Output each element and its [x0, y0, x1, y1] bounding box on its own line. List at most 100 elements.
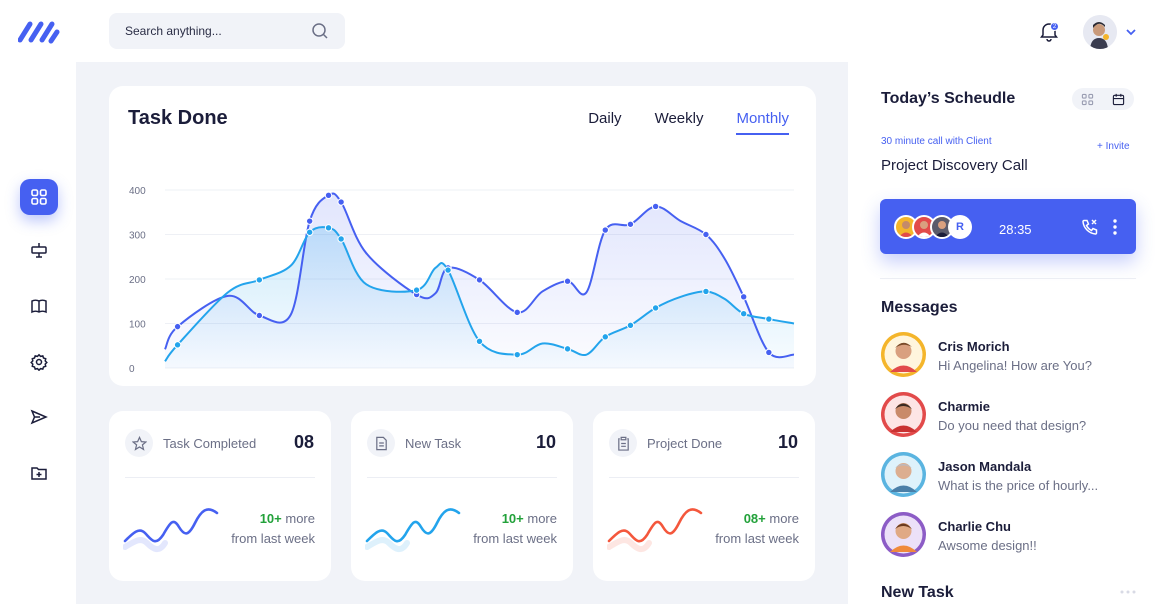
stat-more: 10+ more from last week	[231, 509, 315, 549]
folder-icon	[31, 467, 47, 480]
divider	[880, 278, 1136, 279]
user-avatar[interactable]	[1083, 15, 1117, 49]
schedule-view-toggle[interactable]	[1072, 88, 1134, 110]
data-point	[739, 310, 748, 318]
data-point	[173, 341, 182, 349]
call-title: Project Discovery Call	[881, 157, 1028, 174]
stat-card-completed: Task Completed 08 10+ more from last wee…	[109, 411, 331, 581]
stat-label: Task Completed	[163, 436, 257, 451]
avatar-image	[884, 395, 923, 434]
grid-icon[interactable]	[1081, 93, 1094, 106]
y-tick-label: 100	[129, 320, 146, 331]
stat-more: 08+ more from last week	[715, 509, 799, 549]
stat-icon-wrap	[125, 429, 153, 457]
data-point	[337, 198, 345, 206]
sparkline	[365, 508, 461, 552]
series-line	[164, 192, 795, 359]
message-preview: Awsome design!!	[938, 538, 1037, 553]
sidebar-item-files[interactable]	[20, 455, 58, 491]
sidebar-item-dashboard[interactable]	[20, 179, 58, 215]
data-point	[255, 311, 264, 320]
message-item[interactable]: Charlie Chu Awsome design!!	[881, 512, 1141, 558]
sidebar-item-tasks[interactable]	[20, 232, 58, 268]
notification-badge: 2	[1050, 22, 1059, 31]
phone-icon[interactable]	[1081, 218, 1099, 236]
avatar	[881, 392, 926, 437]
avatar-image	[1083, 15, 1117, 49]
calendar-icon[interactable]	[1112, 93, 1125, 106]
avatar	[881, 452, 926, 497]
divider	[367, 477, 557, 478]
stat-card-project-done: Project Done 10 08+ more from last week	[593, 411, 815, 581]
stat-more-text: more	[285, 511, 315, 526]
message-item[interactable]: Charmie Do you need that design?	[881, 392, 1141, 438]
main-content: Task Done Daily Weekly Monthly 400 300 200…	[76, 62, 848, 604]
series-area	[165, 227, 794, 368]
more-horizontal-icon[interactable]	[1120, 590, 1136, 594]
avatar	[881, 332, 926, 377]
grid-icon	[31, 189, 47, 205]
stat-value: 10	[535, 432, 556, 452]
message-sender: Charlie Chu	[938, 519, 1011, 534]
data-point	[702, 287, 710, 296]
chart-title: Task Done	[128, 107, 228, 129]
sparkline	[123, 508, 219, 552]
search-bar[interactable]	[109, 13, 345, 49]
sidebar-item-library[interactable]	[20, 288, 58, 324]
search-input[interactable]	[125, 24, 295, 38]
book-icon	[31, 299, 47, 314]
tab-daily[interactable]: Daily	[588, 110, 622, 127]
data-point	[765, 348, 773, 357]
send-icon	[30, 409, 48, 425]
stat-icon-wrap	[609, 429, 637, 457]
data-point	[739, 293, 748, 301]
stat-more-number: 08+	[743, 511, 766, 526]
data-point	[765, 315, 773, 323]
call-card[interactable]: R 28:35	[880, 199, 1136, 254]
task-done-card: Task Done Daily Weekly Monthly 400 300 200…	[109, 86, 816, 386]
call-timer: 28:35	[999, 222, 1032, 237]
period-tabs: Daily Weekly Monthly	[588, 110, 789, 135]
new-task-title: New Task	[881, 584, 954, 601]
stat-icon-wrap	[367, 429, 395, 457]
right-panel: Today’s Scheudle 30 minute call with Cli…	[848, 62, 1170, 604]
data-point	[255, 276, 264, 284]
data-point	[173, 322, 182, 331]
schedule-title: Today’s Scheudle	[881, 90, 1016, 107]
tab-weekly[interactable]: Weekly	[654, 110, 704, 127]
data-point	[626, 321, 635, 329]
data-point	[444, 266, 452, 274]
message-item[interactable]: Jason Mandala What is the price of hourl…	[881, 452, 1141, 498]
stat-more-number: 10+	[501, 511, 524, 526]
avatar-image	[884, 455, 923, 494]
divider	[125, 477, 315, 478]
messages-title: Messages	[881, 299, 958, 316]
avatar	[881, 512, 926, 557]
data-point	[651, 202, 660, 211]
sidebar	[0, 0, 76, 604]
y-tick-label: 0	[129, 364, 135, 375]
sidebar-item-send[interactable]	[20, 399, 58, 435]
document-icon	[375, 436, 387, 450]
sparkline	[607, 508, 703, 552]
stat-value: 10	[777, 432, 798, 452]
chevron-down-icon[interactable]	[1124, 25, 1138, 39]
notification-button[interactable]: 2	[1038, 20, 1060, 42]
avatar-image	[899, 221, 913, 237]
brand-logo[interactable]	[18, 18, 60, 44]
monitor-icon	[31, 243, 47, 258]
data-point	[513, 308, 521, 317]
more-vertical-icon[interactable]	[1112, 218, 1118, 236]
stat-more-sub: from last week	[473, 531, 557, 546]
message-preview: Hi Angelina! How are You?	[938, 358, 1092, 373]
invite-link[interactable]: + Invite	[1097, 141, 1130, 152]
data-point	[475, 337, 484, 346]
sidebar-item-settings[interactable]	[20, 344, 58, 380]
message-item[interactable]: Cris Morich Hi Angelina! How are You?	[881, 332, 1141, 378]
tab-monthly[interactable]: Monthly	[736, 110, 789, 135]
search-icon[interactable]	[311, 22, 329, 40]
message-sender: Jason Mandala	[938, 459, 1032, 474]
data-point	[563, 277, 572, 285]
data-point	[305, 217, 314, 225]
y-tick-label: 200	[129, 275, 146, 286]
